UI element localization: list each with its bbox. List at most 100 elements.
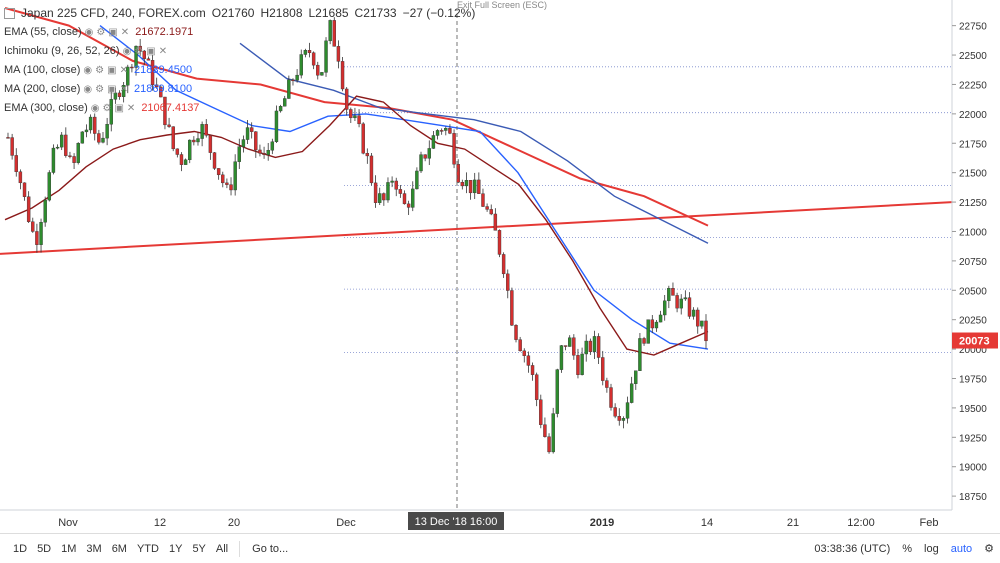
candle-body[interactable] (105, 124, 109, 139)
candle-body[interactable] (448, 128, 452, 134)
candle-body[interactable] (592, 336, 597, 352)
candle-body[interactable] (543, 424, 547, 437)
candle-body[interactable] (274, 110, 279, 142)
lock-icon[interactable]: ▣ (107, 65, 117, 76)
candle-body[interactable] (179, 154, 184, 165)
candle-body[interactable] (324, 40, 328, 73)
auto-scale-toggle[interactable]: auto (950, 542, 973, 555)
lock-icon[interactable]: ▣ (146, 46, 156, 57)
candle-body[interactable] (18, 171, 23, 184)
candle-body[interactable] (584, 340, 588, 355)
candle-body[interactable] (435, 130, 440, 136)
candle-body[interactable] (596, 336, 601, 358)
candle-body[interactable] (134, 45, 138, 68)
candle-body[interactable] (501, 254, 506, 275)
candle-body[interactable] (336, 46, 341, 62)
candle-body[interactable] (59, 134, 64, 148)
indicator-label[interactable]: EMA (55, close) (4, 26, 82, 38)
candle-body[interactable] (225, 182, 229, 185)
settings-icon[interactable]: ⚙ (95, 84, 105, 95)
candle-body[interactable] (68, 155, 72, 157)
candle-body[interactable] (406, 203, 411, 208)
candle-body[interactable] (328, 20, 332, 42)
candle-body[interactable] (609, 387, 613, 408)
candle-body[interactable] (183, 159, 188, 165)
candle-body[interactable] (452, 133, 456, 165)
symbol-name[interactable]: Japan 225 CFD, 240, FOREX.com (21, 6, 206, 20)
settings-icon[interactable]: ⚙ (95, 65, 105, 76)
range-button-1m[interactable]: 1M (61, 542, 77, 555)
candle-body[interactable] (497, 230, 502, 255)
candle-body[interactable] (675, 295, 679, 309)
log-scale-toggle[interactable]: log (924, 542, 939, 555)
candle-body[interactable] (629, 383, 634, 403)
candle-body[interactable] (51, 147, 56, 173)
indicator-row[interactable]: MA (200, close) ◉ ⚙ ▣ ✕ 21869.8100 (4, 80, 481, 99)
candle-body[interactable] (398, 189, 403, 194)
candle-body[interactable] (237, 146, 241, 162)
candle-body[interactable] (601, 357, 605, 381)
candle-body[interactable] (146, 58, 151, 61)
candle-body[interactable] (539, 399, 543, 425)
candle-body[interactable] (485, 206, 489, 210)
candle-body[interactable] (481, 193, 485, 207)
candle-body[interactable] (316, 64, 320, 76)
candle-body[interactable] (88, 116, 93, 131)
candle-body[interactable] (283, 98, 287, 107)
candle-body[interactable] (704, 320, 708, 342)
candle-body[interactable] (654, 321, 659, 329)
candle-body[interactable] (287, 79, 291, 99)
candle-body[interactable] (84, 129, 89, 133)
candle-body[interactable] (551, 413, 555, 453)
candle-body[interactable] (171, 126, 175, 150)
candle-body[interactable] (35, 231, 39, 245)
symbol-collapse-icon[interactable] (4, 8, 15, 19)
candle-body[interactable] (534, 374, 539, 400)
candle-body[interactable] (26, 196, 31, 222)
range-button-5y[interactable]: 5Y (192, 542, 206, 555)
candle-body[interactable] (687, 297, 692, 317)
candle-body[interactable] (460, 182, 465, 187)
candle-body[interactable] (456, 164, 460, 183)
candle-body[interactable] (216, 168, 221, 176)
indicator-label[interactable]: MA (200, close) (4, 83, 81, 95)
indicator-row[interactable]: Ichimoku (9, 26, 52, 26) ◉ ⚙ ▣ ✕ (4, 42, 481, 61)
goto-button[interactable]: Go to... (252, 542, 289, 555)
candle-body[interactable] (477, 179, 481, 194)
candle-body[interactable] (154, 84, 159, 88)
candle-body[interactable] (563, 345, 568, 347)
eye-icon[interactable]: ◉ (122, 46, 132, 57)
candle-body[interactable] (80, 131, 85, 144)
candle-body[interactable] (357, 115, 361, 125)
candle-body[interactable] (493, 213, 498, 231)
candle-body[interactable] (530, 365, 535, 375)
candle-body[interactable] (72, 156, 76, 163)
candle-body[interactable] (233, 161, 237, 191)
range-button-ytd[interactable]: YTD (136, 542, 159, 555)
candle-body[interactable] (200, 124, 204, 139)
candle-body[interactable] (361, 123, 365, 154)
utc-clock[interactable]: 03:38:36 (UTC) (814, 542, 891, 555)
candle-body[interactable] (369, 155, 374, 184)
candle-body[interactable] (510, 290, 514, 326)
candle-body[interactable] (382, 193, 386, 201)
indicator-label[interactable]: MA (100, close) (4, 64, 81, 76)
indicator-row[interactable]: EMA (300, close) ◉ ⚙ ▣ ✕ 21067.4137 (4, 99, 481, 118)
candle-body[interactable] (130, 66, 134, 69)
candle-body[interactable] (696, 309, 700, 327)
candle-body[interactable] (6, 137, 10, 139)
candle-body[interactable] (254, 131, 258, 151)
candle-body[interactable] (266, 150, 270, 155)
candle-body[interactable] (506, 273, 510, 291)
exit-fullscreen-hint[interactable]: Exit Full Screen (ESC) (455, 0, 550, 10)
candle-body[interactable] (662, 300, 667, 316)
candle-body[interactable] (188, 139, 192, 161)
range-button-3m[interactable]: 3M (86, 542, 102, 555)
candle-body[interactable] (117, 92, 122, 97)
eye-icon[interactable]: ◉ (83, 65, 93, 76)
candle-body[interactable] (378, 193, 382, 203)
candle-body[interactable] (621, 418, 626, 421)
price-chart[interactable]: 22750 22500 22250 22000 21750 21500 21250 21000… (0, 0, 1000, 533)
close-icon[interactable]: ✕ (119, 84, 128, 95)
